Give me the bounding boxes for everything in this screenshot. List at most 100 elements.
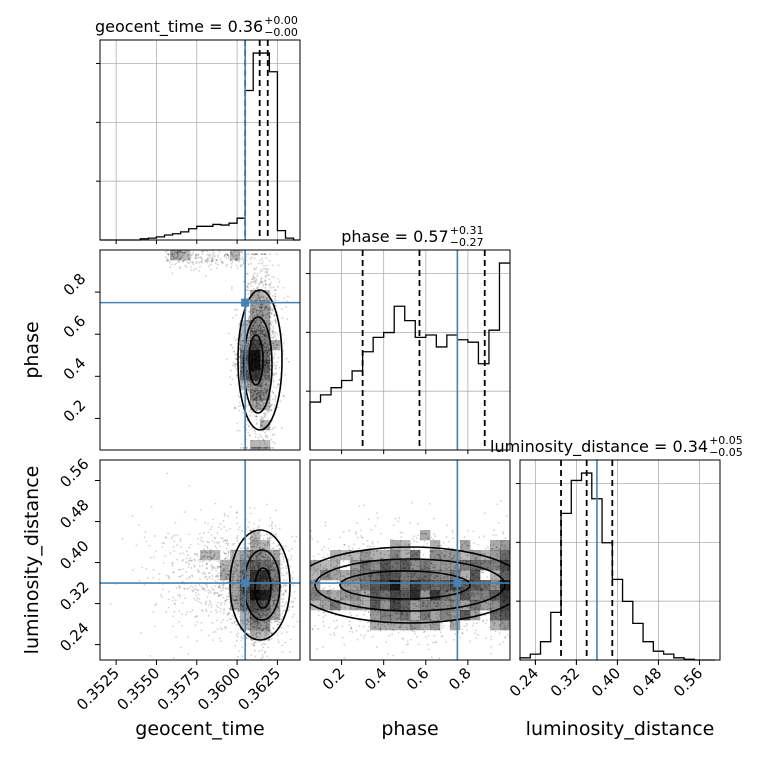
sample-point [218, 585, 221, 587]
sample-point [212, 518, 215, 521]
sample-point [261, 331, 263, 334]
sample-point [258, 585, 261, 587]
sample-point [255, 555, 257, 557]
sample-point [167, 575, 170, 578]
sample-point [216, 572, 219, 575]
sample-point [249, 591, 251, 594]
scatter-panel-geocent_time-phase [95, 249, 301, 451]
sample-point [176, 251, 179, 254]
sample-point [260, 306, 263, 308]
sample-point [259, 354, 261, 357]
density-cell [480, 560, 491, 571]
sample-point [246, 574, 249, 576]
sample-point [266, 264, 268, 267]
sample-point [206, 259, 209, 262]
sample-point [262, 646, 265, 649]
sample-point [226, 613, 229, 616]
sample-point [247, 637, 250, 639]
sample-point [193, 552, 196, 555]
sample-point [246, 355, 249, 358]
sample-point [245, 365, 248, 368]
sample-point [263, 305, 266, 308]
density-cell [250, 340, 261, 351]
sample-point [246, 350, 249, 353]
sample-point [165, 251, 167, 254]
sample-point [253, 278, 255, 281]
sample-point [269, 447, 272, 449]
sample-point [264, 447, 267, 449]
sample-point [243, 609, 245, 612]
sample-point [240, 636, 243, 639]
sample-point [277, 383, 280, 385]
sample-point [264, 284, 267, 286]
sample-point [248, 320, 251, 322]
sample-point [270, 576, 273, 579]
sample-point [268, 308, 271, 311]
sample-point [256, 631, 258, 634]
sample-point [202, 540, 205, 543]
sample-point [272, 559, 275, 562]
sample-point [282, 341, 285, 344]
sample-point [190, 254, 193, 257]
sample-point [238, 252, 241, 255]
sample-point [261, 597, 264, 600]
sample-point [164, 256, 167, 259]
sample-point [236, 563, 239, 566]
sample-point [257, 447, 260, 449]
sample-point [266, 445, 269, 448]
density-cell [180, 250, 191, 261]
sample-point [176, 251, 179, 254]
sample-point [256, 622, 259, 625]
density-cell [460, 610, 471, 621]
sample-point [261, 285, 264, 288]
sample-point [409, 611, 411, 614]
sample-point [254, 376, 257, 378]
sample-point [167, 576, 170, 579]
sample-point [234, 406, 236, 409]
sample-point [257, 364, 260, 367]
sample-point [347, 583, 349, 586]
sample-point [237, 592, 240, 595]
sample-point [255, 641, 257, 644]
sample-point [247, 311, 250, 313]
sample-point [285, 567, 288, 570]
sample-point [235, 607, 238, 610]
sample-point [263, 589, 266, 591]
sample-point [272, 590, 275, 592]
sample-point [225, 575, 228, 578]
sample-point [267, 560, 269, 563]
sample-point [261, 555, 263, 558]
sample-point [270, 282, 272, 284]
sample-point [273, 575, 275, 577]
sample-point [259, 407, 262, 409]
sample-point [248, 425, 250, 428]
sample-point [255, 415, 258, 418]
sample-point [260, 399, 263, 401]
sample-point [155, 550, 157, 553]
sample-point [264, 253, 267, 256]
sample-point [251, 330, 254, 333]
sample-point [272, 373, 275, 376]
sample-point [238, 561, 241, 563]
sample-point [250, 262, 253, 265]
sample-point [259, 349, 261, 352]
sample-point [252, 343, 254, 346]
density-cell [260, 560, 271, 571]
sample-point [260, 610, 263, 613]
sample-point [254, 366, 257, 368]
sample-point [262, 404, 265, 407]
sample-point [249, 359, 252, 361]
sample-point [251, 357, 254, 360]
sample-point [287, 295, 289, 298]
sample-point [270, 409, 272, 412]
sample-point [371, 542, 374, 545]
sample-point [260, 534, 263, 537]
sample-point [264, 341, 267, 343]
sample-point [281, 616, 284, 618]
sample-point [255, 371, 258, 373]
sample-point [235, 594, 237, 597]
sample-point [208, 253, 211, 256]
sample-point [263, 329, 266, 331]
sample-point [262, 563, 265, 566]
sample-point [203, 548, 206, 551]
